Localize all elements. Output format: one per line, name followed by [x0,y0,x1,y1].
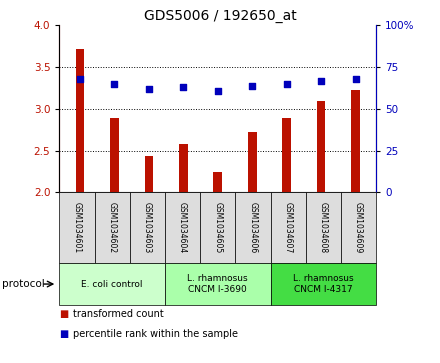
Text: protocol: protocol [2,279,45,289]
Bar [179,144,188,192]
Point [283,81,290,87]
Text: GDS5006 / 192650_at: GDS5006 / 192650_at [143,9,297,23]
Text: GSM1034601: GSM1034601 [73,202,81,253]
Text: GSM1034604: GSM1034604 [178,202,187,253]
Text: L. rhamnosus
CNCM I-3690: L. rhamnosus CNCM I-3690 [187,274,248,294]
Bar [282,118,291,192]
Point [180,84,187,90]
Text: ■: ■ [59,329,69,339]
Bar [351,90,360,192]
Text: GSM1034609: GSM1034609 [354,202,363,253]
Point [249,83,256,89]
Bar [213,172,222,192]
Text: GSM1034605: GSM1034605 [213,202,222,253]
Bar [76,49,84,192]
Point [318,78,325,83]
Text: E. coli control: E. coli control [81,280,143,289]
Point [77,76,84,82]
Bar [145,156,153,192]
Text: GSM1034607: GSM1034607 [284,202,293,253]
Text: ■: ■ [59,309,69,319]
Point [145,86,152,92]
Point [352,76,359,82]
Text: percentile rank within the sample: percentile rank within the sample [73,329,238,339]
Bar [110,118,119,192]
Bar [248,132,257,192]
Text: GSM1034602: GSM1034602 [108,202,117,253]
Text: GSM1034606: GSM1034606 [249,202,257,253]
Text: GSM1034608: GSM1034608 [319,202,328,253]
Text: GSM1034603: GSM1034603 [143,202,152,253]
Point [214,87,221,93]
Bar [317,101,326,192]
Text: L. rhamnosus
CNCM I-4317: L. rhamnosus CNCM I-4317 [293,274,354,294]
Text: transformed count: transformed count [73,309,163,319]
Point [111,81,118,87]
